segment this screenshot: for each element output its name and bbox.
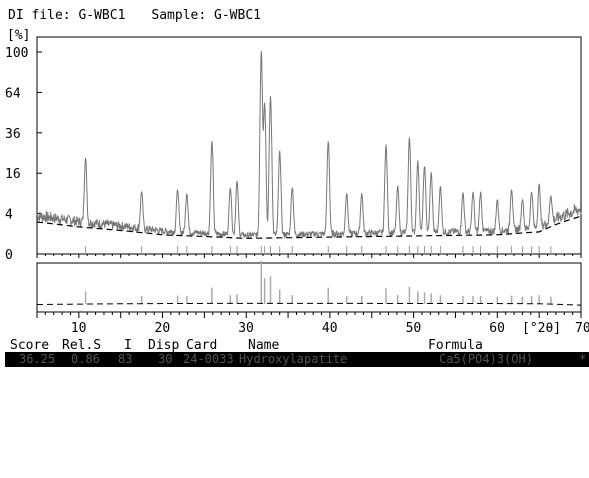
column-header-formula: Formula (428, 338, 483, 353)
x-axis-label: [°2θ] (522, 321, 561, 336)
result-row[interactable]: 36.25 0.86 83 30 24-0033 Hydroxylapatite… (5, 352, 589, 367)
column-header-disp: Disp (148, 338, 180, 353)
result-i: 83 (118, 352, 133, 366)
column-header-score: Score (10, 338, 50, 353)
x-tick-label: 10 (71, 321, 87, 336)
plot-frame (36, 36, 582, 255)
lower-background-line (37, 302, 582, 306)
column-header-card: Card (186, 338, 218, 353)
y-tick-label: 64 (5, 86, 21, 101)
y-tick-label: 16 (5, 167, 21, 182)
y-tick-label: 4 (5, 208, 13, 223)
measured-pattern-line (36, 51, 582, 239)
background-line (36, 215, 582, 240)
x-tick-label: 20 (155, 321, 171, 336)
result-marker: * (579, 352, 587, 366)
di-file-label: DI file: G-WBC1 (8, 8, 126, 23)
y-tick-label: 0 (5, 248, 13, 263)
y-tick-label: 36 (5, 127, 21, 142)
column-header-i: I (124, 338, 132, 353)
y-axis-label: [%] (7, 28, 30, 43)
x-tick-label: 50 (406, 321, 422, 336)
result-score: 36.25 (19, 352, 56, 366)
column-header-rel-s: Rel.S (62, 338, 102, 353)
y-tick-label: 100 (5, 46, 28, 61)
result-disp: 30 (158, 352, 173, 366)
x-tick-label: 70 (575, 321, 589, 336)
result-rel-s: 0.86 (71, 352, 100, 366)
column-header-name: Name (248, 338, 280, 353)
result-formula: Ca5(PO4)3(OH) (439, 352, 533, 366)
x-tick-label: 60 (489, 321, 505, 336)
x-tick-label: 40 (322, 321, 338, 336)
xrd-pattern-chart: 0 4 16 36 64 100 [%] 10 20 30 40 50 60 [°2θ] 70 (5, 28, 589, 336)
file-header: DI file: G-WBC1 Sample: G-WBC1 (8, 8, 287, 23)
results-table-header: Score Rel.S I Disp Card Name Formula (10, 338, 483, 458)
stick-pattern-frame (36, 262, 582, 313)
result-card: 24-0033 (183, 352, 234, 366)
result-name: Hydroxylapatite (239, 352, 348, 366)
sample-label: Sample: G-WBC1 (151, 8, 261, 23)
x-tick-label: 30 (238, 321, 254, 336)
